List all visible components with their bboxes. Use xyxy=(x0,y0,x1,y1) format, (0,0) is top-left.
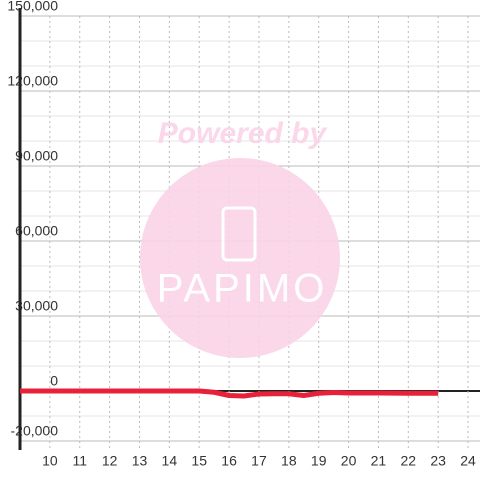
line-series xyxy=(20,388,439,399)
x-tick-label: 16 xyxy=(221,453,237,469)
y-tick-label: 150,000 xyxy=(7,0,58,14)
x-tick-label: 12 xyxy=(102,453,118,469)
x-tick-label: 20 xyxy=(341,453,357,469)
y-tick-label: 90,000 xyxy=(15,148,58,164)
x-tick-label: 23 xyxy=(430,453,446,469)
x-tick-label: 21 xyxy=(371,453,387,469)
watermark-logo: PAPIMO xyxy=(157,267,328,311)
x-tick-label: 11 xyxy=(72,453,87,469)
y-tick-label: 60,000 xyxy=(15,223,58,239)
x-tick-label: 10 xyxy=(42,453,58,469)
x-tick-label: 13 xyxy=(132,453,148,469)
x-tick-label: 18 xyxy=(281,453,297,469)
watermark-phone xyxy=(221,206,257,262)
x-tick-label: 17 xyxy=(251,453,267,469)
y-tick-label: -20,000 xyxy=(11,423,59,439)
watermark-circle xyxy=(140,158,340,358)
x-tick-label: 22 xyxy=(401,453,417,469)
x-tick-label: 14 xyxy=(162,453,178,469)
y-tick-label: 30,000 xyxy=(15,298,58,314)
x-tick-label: 19 xyxy=(311,453,327,469)
watermark-text: Powered by xyxy=(158,117,328,150)
y-tick-label: 120,000 xyxy=(7,73,58,89)
x-tick-label: 24 xyxy=(460,453,476,469)
x-tick-label: 15 xyxy=(191,453,207,469)
y-tick-label: 0 xyxy=(50,373,58,389)
watermark: Powered by PAPIMO xyxy=(140,117,340,358)
